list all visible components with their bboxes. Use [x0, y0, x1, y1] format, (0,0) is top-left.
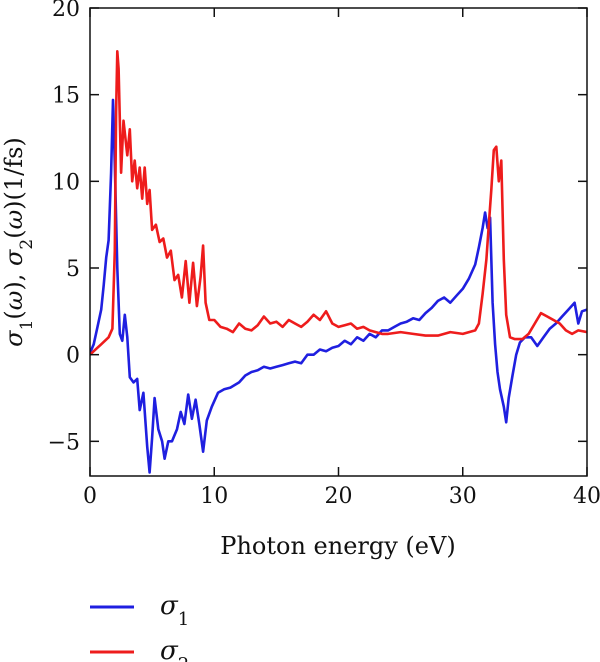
series-layer [90, 50, 587, 474]
y-tick-label: −5 [48, 430, 80, 455]
ticks-layer [89, 7, 588, 476]
y-tick-label: 10 [52, 170, 80, 195]
series-line-sigma1 [90, 98, 587, 474]
series-line-sigma2 [90, 50, 587, 356]
x-tick-label: 20 [325, 484, 353, 509]
y-axis-title: σ1(ω), σ2(ω)(1/fs) [0, 137, 37, 347]
legend: σ1 σ2 [90, 591, 189, 662]
y-tick-label: 5 [66, 257, 80, 282]
x-tick-label: 30 [449, 484, 477, 509]
x-tick-label: 40 [573, 484, 600, 509]
x-tick-label: 0 [83, 484, 97, 509]
legend-label-sigma2: σ2 [160, 636, 189, 662]
tick-labels: 0 10 20 30 40 −5 0 5 10 15 20 [48, 0, 600, 509]
x-axis-title: Photon energy (eV) [220, 532, 455, 560]
y-tick-label: 0 [66, 344, 80, 369]
legend-label-sigma1: σ1 [160, 591, 189, 630]
y-tick-label: 20 [52, 0, 80, 22]
x-tick-label: 10 [200, 484, 228, 509]
y-tick-label: 15 [52, 84, 80, 109]
